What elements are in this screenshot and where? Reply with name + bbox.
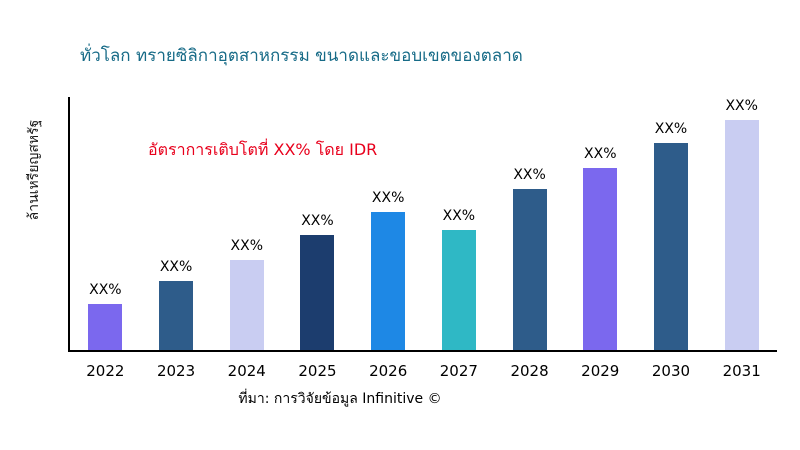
bar-value-label: XX% [230, 238, 263, 255]
bar-value-label: XX% [584, 146, 617, 163]
bar [371, 212, 406, 350]
bar [88, 304, 123, 350]
bar-group: XX% 2029 [565, 97, 636, 380]
x-tick-label: 2026 [369, 362, 408, 380]
bar-value-label: XX% [513, 167, 546, 183]
bar-value-label: XX% [371, 190, 405, 206]
bar-value-label: XX% [301, 213, 334, 229]
bar-value-label: XX% [89, 282, 122, 298]
bar-value-label: XX% [725, 98, 758, 114]
x-tick-label: 2031 [722, 362, 761, 380]
bar [512, 189, 547, 350]
y-axis-label: ล้านเหรียญสหรัฐ [26, 119, 42, 221]
x-tick-label: 2025 [298, 362, 337, 380]
x-tick-label: 2029 [581, 362, 620, 380]
bar-group: XX% 2022 [70, 97, 141, 380]
x-tick-label: 2024 [227, 362, 266, 380]
chart-title: ทั่วโลก ทรายซิลิกาอุตสาหกรรม ขนาดและขอบเ… [80, 46, 523, 66]
bar [653, 143, 688, 350]
x-tick-label: 2023 [156, 362, 196, 380]
bar [300, 235, 335, 350]
bar-value-label: XX% [654, 121, 688, 137]
bar-group: XX% 2024 [211, 97, 282, 380]
x-tick-label: 2028 [510, 362, 549, 380]
bar [724, 120, 759, 350]
bar-series: XX% 2022 XX% 2023 XX% 2024 XX% 2025 XX% 2026 XX% 20… [70, 97, 777, 380]
bar [159, 281, 194, 350]
bar-group: XX% 2027 [424, 97, 495, 380]
source-attribution: ที่มา: การวิจัยข้อมูล Infinitive © [238, 391, 442, 407]
bar [583, 168, 618, 350]
bar-value-label: XX% [159, 259, 193, 275]
bar [229, 260, 264, 350]
x-tick-label: 2022 [86, 362, 125, 380]
bar-value-label: XX% [442, 208, 476, 225]
bar-group: XX% 2025 [282, 97, 353, 380]
plot-area: XX% 2022 XX% 2023 XX% 2024 XX% 2025 XX% 2026 XX% 20… [68, 97, 777, 380]
bar-group: XX% 2028 [494, 97, 565, 380]
bar [441, 230, 476, 350]
bar-group: XX% 2023 [141, 97, 212, 380]
bar-group: XX% 2026 [353, 97, 424, 380]
bar-group: XX% 2031 [706, 97, 777, 380]
x-tick-label: 2027 [439, 362, 478, 380]
growth-annotation: อัตราการเติบโตที่ XX% โดย IDR [148, 140, 378, 159]
x-tick-label: 2030 [651, 362, 691, 380]
bar-group: XX% 2030 [636, 97, 707, 380]
